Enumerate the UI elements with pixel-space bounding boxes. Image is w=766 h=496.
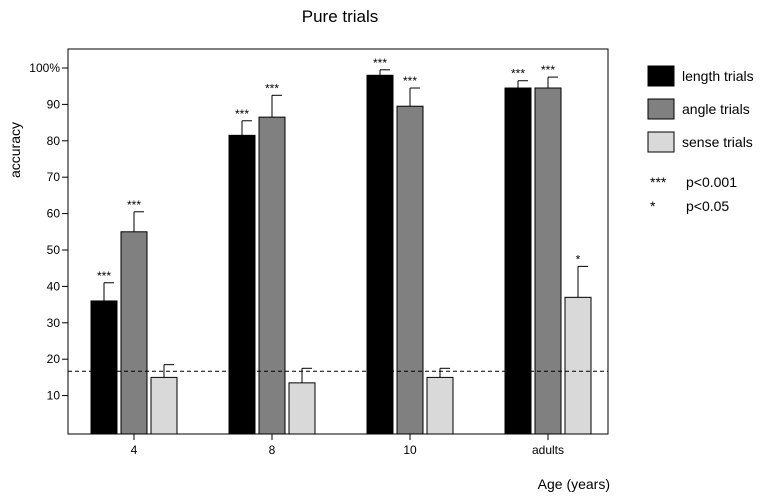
legend-label: length trials [682, 68, 754, 84]
y-tick-label: 10 [47, 389, 61, 403]
legend-label: sense trials [682, 134, 753, 150]
x-tick-label: 8 [269, 443, 276, 457]
significance-legend-label: p<0.001 [686, 174, 737, 190]
significance-label: *** [127, 198, 141, 212]
bar [228, 134, 256, 435]
legend-swatch [647, 65, 675, 87]
x-tick-label: adults [532, 443, 564, 457]
bar [426, 376, 454, 435]
legend-swatch [647, 131, 675, 153]
legend-swatch [647, 98, 675, 120]
bar [366, 74, 394, 435]
significance-label: *** [403, 74, 417, 88]
bar [258, 116, 286, 435]
significance-label: *** [235, 107, 249, 121]
chart-title: Pure trials [302, 7, 379, 26]
bar [534, 87, 562, 435]
y-tick-label: 20 [47, 352, 61, 366]
y-axis-label: accuracy [7, 122, 23, 178]
significance-label: *** [97, 269, 111, 283]
y-tick-label: 70 [47, 170, 61, 184]
plot-area [67, 48, 609, 435]
legend-label: angle trials [682, 101, 750, 117]
bar [396, 105, 424, 435]
significance-legend-label: p<0.05 [686, 198, 729, 214]
y-tick-label: 30 [47, 316, 61, 330]
bar [120, 231, 148, 435]
significance-label: *** [541, 63, 555, 77]
y-tick-label: 80 [47, 134, 61, 148]
x-axis-label: Age (years) [538, 476, 610, 492]
bar [504, 87, 532, 435]
bar [90, 300, 118, 435]
significance-label: *** [373, 56, 387, 70]
y-tick-label: 50 [47, 243, 61, 257]
significance-label: *** [265, 81, 279, 95]
bar [564, 296, 592, 435]
y-tick-label: 60 [47, 207, 61, 221]
significance-legend-symbol: * [650, 198, 656, 214]
significance-legend-symbol: *** [650, 174, 667, 190]
y-tick-label: 100% [29, 61, 60, 75]
y-tick-label: 90 [47, 97, 61, 111]
bar [150, 376, 178, 435]
bar [288, 382, 316, 435]
y-tick-label: 40 [47, 279, 61, 293]
x-tick-label: 4 [131, 443, 138, 457]
significance-label: * [576, 252, 581, 266]
significance-label: *** [511, 67, 525, 81]
x-tick-label: 10 [403, 443, 417, 457]
